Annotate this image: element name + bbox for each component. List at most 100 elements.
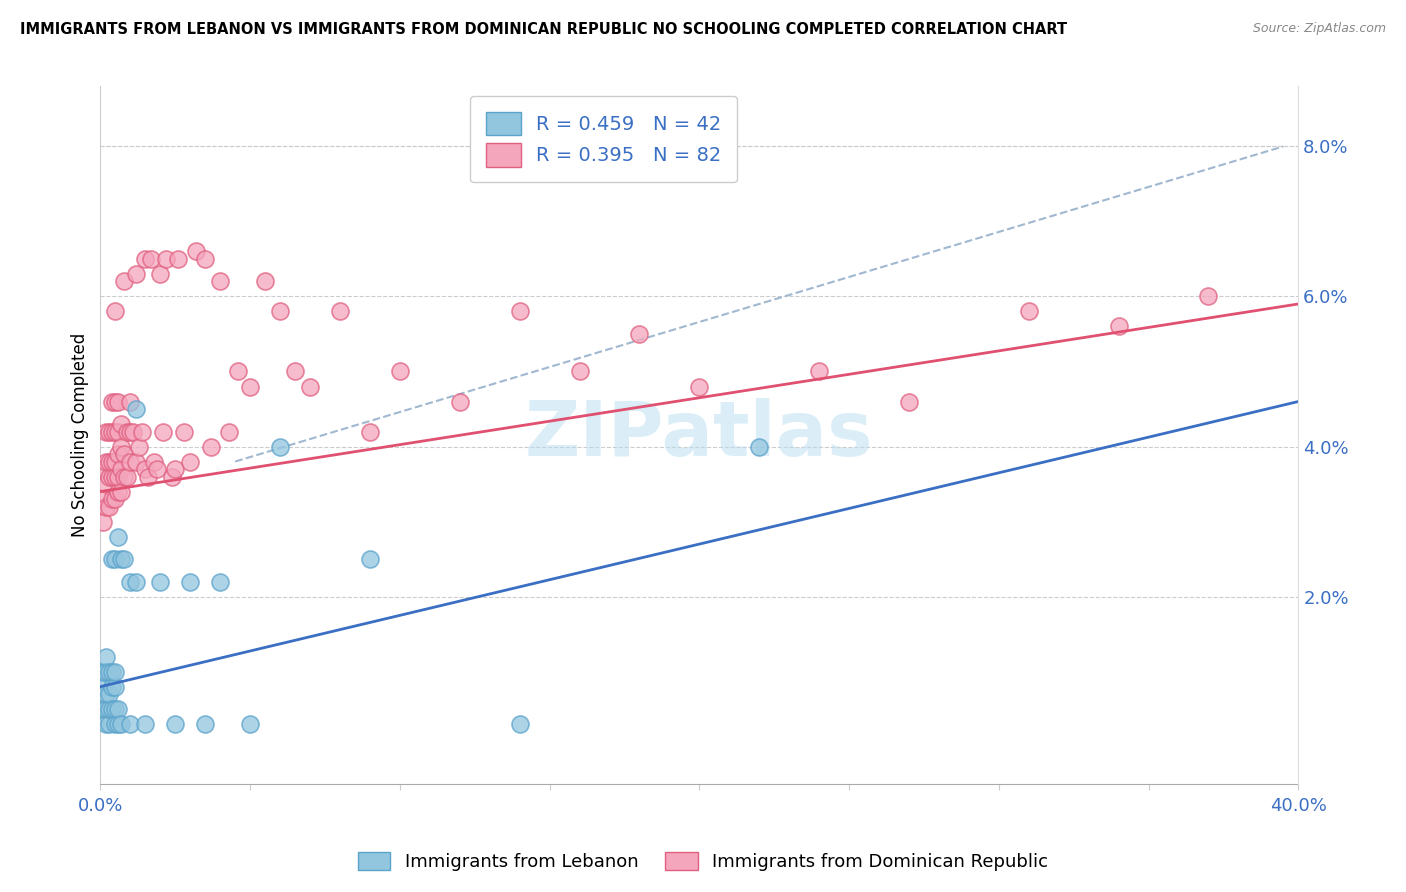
Text: ZIPatlas: ZIPatlas [524,399,873,472]
Point [98,687,121,701]
Point [104,454,127,468]
Point [107,447,129,461]
Point [93,702,115,716]
Point [509,717,531,731]
Point [284,364,307,378]
Point [125,574,148,589]
Point [1198,289,1220,303]
Legend: R = 0.459   N = 42, R = 0.395   N = 82: R = 0.459 N = 42, R = 0.395 N = 82 [470,96,737,183]
Point [143,454,166,468]
Point [104,702,127,716]
Point [104,394,127,409]
Point [93,462,115,476]
Point [688,379,710,393]
Text: 40.0%: 40.0% [1270,797,1327,814]
Point [298,379,321,393]
Point [254,275,277,289]
Point [96,649,118,664]
Point [98,665,121,679]
Point [117,425,139,439]
Point [186,244,208,259]
Point [194,252,217,266]
Point [125,402,148,417]
Point [200,440,222,454]
Point [96,500,118,514]
Point [104,665,127,679]
Point [388,364,411,378]
Point [104,304,127,318]
Point [107,425,129,439]
Point [134,252,156,266]
Point [107,469,129,483]
Point [93,515,115,529]
Point [146,462,169,476]
Point [239,379,262,393]
Point [218,425,240,439]
Point [269,304,291,318]
Point [112,552,135,566]
Point [101,394,124,409]
Point [104,425,127,439]
Y-axis label: No Schooling Completed: No Schooling Completed [72,333,89,537]
Point [269,440,291,454]
Point [93,665,115,679]
Point [112,469,135,483]
Text: 0.0%: 0.0% [77,797,124,814]
Point [134,717,156,731]
Point [104,552,127,566]
Point [122,425,145,439]
Point [120,454,142,468]
Point [101,425,124,439]
Point [1018,304,1040,318]
Point [98,702,121,716]
Point [152,425,174,439]
Point [167,252,190,266]
Point [96,665,118,679]
Point [107,702,129,716]
Point [120,717,142,731]
Point [509,304,531,318]
Point [110,417,132,431]
Point [160,469,183,483]
Point [110,484,132,499]
Point [194,717,217,731]
Point [98,717,121,731]
Point [209,574,232,589]
Point [96,477,118,491]
Point [329,304,352,318]
Point [112,275,135,289]
Point [149,574,172,589]
Point [808,364,831,378]
Point [173,425,195,439]
Point [125,454,148,468]
Point [98,500,121,514]
Point [110,440,132,454]
Point [120,574,142,589]
Point [101,454,124,468]
Point [101,680,124,694]
Point [120,394,142,409]
Point [239,717,262,731]
Point [1108,319,1130,334]
Point [359,425,381,439]
Point [96,687,118,701]
Point [110,462,132,476]
Point [117,469,139,483]
Text: Source: ZipAtlas.com: Source: ZipAtlas.com [1253,22,1386,36]
Point [104,469,127,483]
Point [101,552,124,566]
Point [165,462,187,476]
Point [107,484,129,499]
Point [110,552,132,566]
Point [898,394,921,409]
Point [101,469,124,483]
Point [209,275,232,289]
Point [141,252,163,266]
Point [125,267,148,281]
Point [107,717,129,731]
Point [112,447,135,461]
Point [568,364,591,378]
Point [128,440,150,454]
Point [98,469,121,483]
Point [93,491,115,506]
